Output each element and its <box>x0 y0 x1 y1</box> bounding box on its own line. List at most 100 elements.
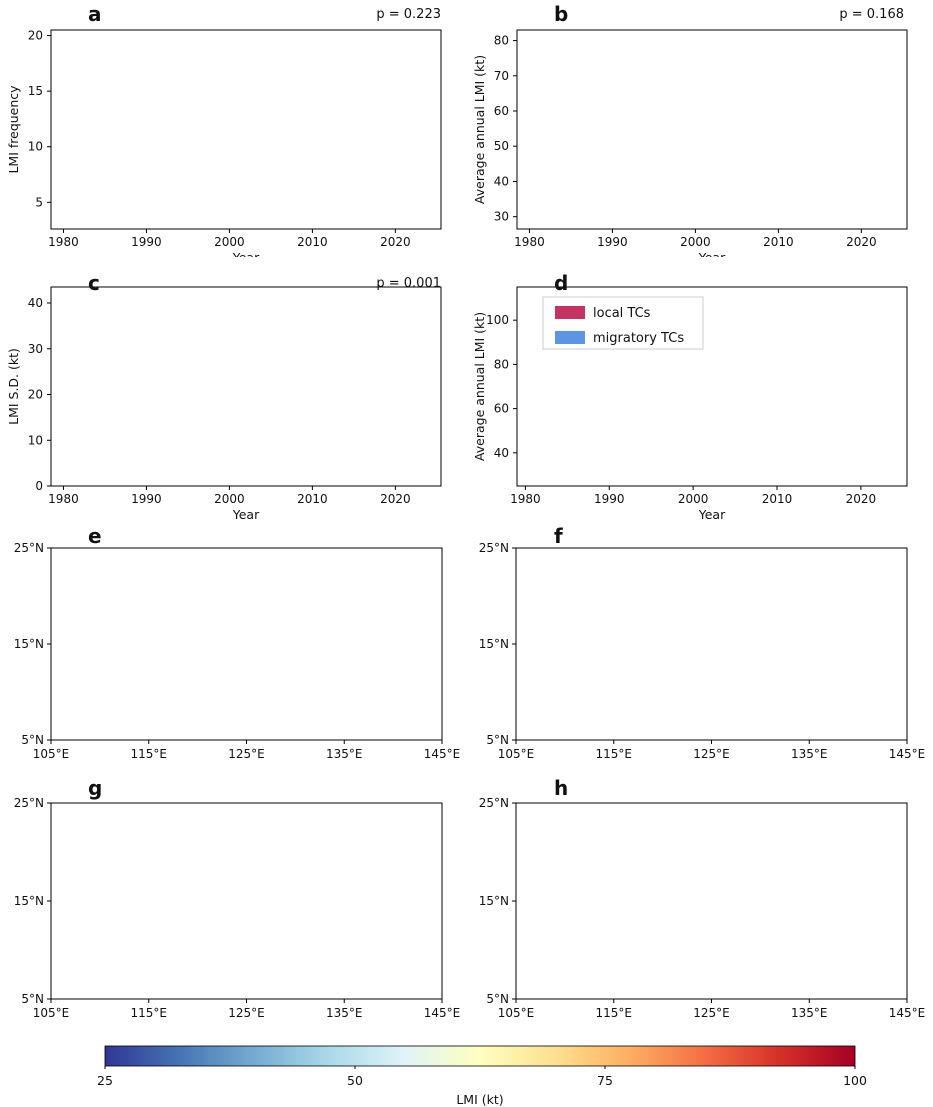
panel-c: 1980 1990 2000 2010 2020 0 10 20 30 40 Year LMI S.D… <box>0 257 466 520</box>
x-tick-label: 2010 <box>297 235 328 249</box>
colorbar-tick-label: 50 <box>347 1073 363 1088</box>
x-tick-label: 2020 <box>380 235 411 249</box>
panel-letter: h <box>554 776 569 800</box>
y-tick-label: 40 <box>28 296 43 310</box>
lat-tick-label: 25°N <box>479 541 509 555</box>
y-tick-label: 30 <box>494 210 509 224</box>
x-axis-label: Year <box>232 507 260 520</box>
panel-c-canvas: 1980 1990 2000 2010 2020 0 10 20 30 40 Year LMI S.D… <box>6 286 442 520</box>
legend-label: migratory TCs <box>593 331 684 346</box>
colorbar-tick-label: 100 <box>843 1073 867 1088</box>
lon-tick-label: 135°E <box>791 1006 828 1020</box>
panel-b-canvas: 1980 1990 2000 2010 2020 30 40 50 60 70 80 Year Aver… <box>472 29 908 257</box>
panel-f-map: 105°E 115°E 125°E 135°E 145°E 5°N 15°N 25°N f <box>467 520 933 770</box>
y-tick-label: 10 <box>28 433 43 447</box>
x-axis-label: Year <box>232 250 260 257</box>
x-tick-label: 2020 <box>846 235 877 249</box>
lon-tick-label: 145°E <box>889 1006 926 1020</box>
y-tick-label: 20 <box>28 29 43 43</box>
x-tick-label: 1980 <box>48 492 79 506</box>
colorbar-tick-label: 75 <box>597 1073 613 1088</box>
colorbar-gradient <box>104 1045 856 1067</box>
legend-label: local TCs <box>593 306 651 321</box>
lat-tick-label: 15°N <box>14 637 44 651</box>
lon-tick-label: 135°E <box>326 747 363 761</box>
x-tick-label: 1980 <box>48 235 79 249</box>
y-tick-label: 10 <box>28 140 43 154</box>
lat-tick-label: 25°N <box>479 796 509 810</box>
x-tick-label: 2000 <box>214 492 245 506</box>
axes-frame <box>515 547 908 741</box>
y-tick-label: 20 <box>28 388 43 402</box>
x-tick-label: 2000 <box>678 492 709 506</box>
x-tick-label: 2010 <box>763 235 794 249</box>
lon-tick-label: 105°E <box>33 747 70 761</box>
panel-letter: f <box>554 524 563 548</box>
y-axis-label: Average annual LMI (kt) <box>472 312 487 461</box>
panel-a: 1980 1990 2000 2010 2020 5 10 15 20 Year LMI frequ… <box>0 0 466 257</box>
y-tick-label: 0 <box>35 479 43 493</box>
y-axis-label: LMI S.D. (kt) <box>6 348 21 425</box>
x-tick-label: 2020 <box>380 492 411 506</box>
lat-tick-label: 25°N <box>14 541 44 555</box>
panel-d-canvas: 1980 1990 2000 2010 2020 40 60 80 100 Year Average… <box>472 286 908 520</box>
x-tick-label: 2010 <box>762 492 793 506</box>
colorbar-axis-label: LMI (kt) <box>456 1092 503 1107</box>
lon-tick-label: 125°E <box>228 747 265 761</box>
lat-tick-label: 15°N <box>14 894 44 908</box>
lat-tick-label: 15°N <box>479 637 509 651</box>
lat-tick-label: 5°N <box>21 733 44 747</box>
axes-frame <box>50 802 443 1000</box>
panel-g-map: 105°E 115°E 125°E 135°E 145°E 5°N 15°N 25°N g <box>0 770 466 1025</box>
panel-g-canvas: 105°E 115°E 125°E 135°E 145°E 5°N 15°N 25°N <box>14 796 461 1020</box>
y-tick-label: 60 <box>494 104 509 118</box>
x-tick-label: 1990 <box>597 235 628 249</box>
lon-tick-label: 105°E <box>498 747 535 761</box>
lon-tick-label: 125°E <box>693 1006 730 1020</box>
panel-letter: g <box>88 776 103 800</box>
lon-tick-label: 115°E <box>596 1006 633 1020</box>
axes-frame <box>50 547 443 741</box>
x-tick-label: 1990 <box>131 235 162 249</box>
x-tick-label: 2010 <box>297 492 328 506</box>
colorbar-tick-label: 25 <box>97 1073 113 1088</box>
lat-tick-label: 5°N <box>486 733 509 747</box>
y-tick-label: 70 <box>494 69 509 83</box>
p-value-annotation: p = 0.001 <box>376 276 441 291</box>
x-tick-label: 1990 <box>594 492 625 506</box>
x-tick-label: 2000 <box>214 235 245 249</box>
panel-letter: d <box>554 271 569 295</box>
y-tick-label: 40 <box>494 174 509 188</box>
y-tick-label: 40 <box>494 446 509 460</box>
panel-e-canvas: 105°E 115°E 125°E 135°E 145°E 5°N 15°N 25°N <box>14 541 461 761</box>
colorbar-panel: 25 50 75 100 LMI (kt) <box>0 1025 933 1107</box>
panel-letter: a <box>88 2 102 26</box>
lon-tick-label: 145°E <box>424 747 461 761</box>
colorbar-canvas: 25 50 75 100 LMI (kt) <box>97 1045 867 1107</box>
x-tick-label: 1980 <box>510 492 541 506</box>
p-value-annotation: p = 0.223 <box>376 7 441 22</box>
lat-tick-label: 5°N <box>21 992 44 1006</box>
y-tick-label: 30 <box>28 342 43 356</box>
panel-h-canvas: 105°E 115°E 125°E 135°E 145°E 5°N 15°N 25°N <box>479 796 926 1020</box>
y-tick-label: 60 <box>494 402 509 416</box>
y-tick-label: 5 <box>35 195 43 209</box>
x-tick-label: 2000 <box>680 235 711 249</box>
x-axis-label: Year <box>698 507 726 520</box>
panel-f-canvas: 105°E 115°E 125°E 135°E 145°E 5°N 15°N 25°N <box>479 541 926 761</box>
y-tick-label: 100 <box>486 313 509 327</box>
lat-tick-label: 25°N <box>14 796 44 810</box>
panel-letter: c <box>88 271 100 295</box>
axes-frame <box>50 286 442 487</box>
panel-letter: b <box>554 2 569 26</box>
panel-d: 1980 1990 2000 2010 2020 40 60 80 100 Year Average… <box>467 257 933 520</box>
lon-tick-label: 105°E <box>33 1006 70 1020</box>
lon-tick-label: 135°E <box>326 1006 363 1020</box>
panel-h-map: 105°E 115°E 125°E 135°E 145°E 5°N 15°N 25°N h <box>467 770 933 1025</box>
y-tick-label: 80 <box>494 357 509 371</box>
lon-tick-label: 135°E <box>791 747 828 761</box>
x-tick-label: 1980 <box>514 235 545 249</box>
axes-frame <box>50 29 442 230</box>
legend-swatch <box>555 331 585 344</box>
